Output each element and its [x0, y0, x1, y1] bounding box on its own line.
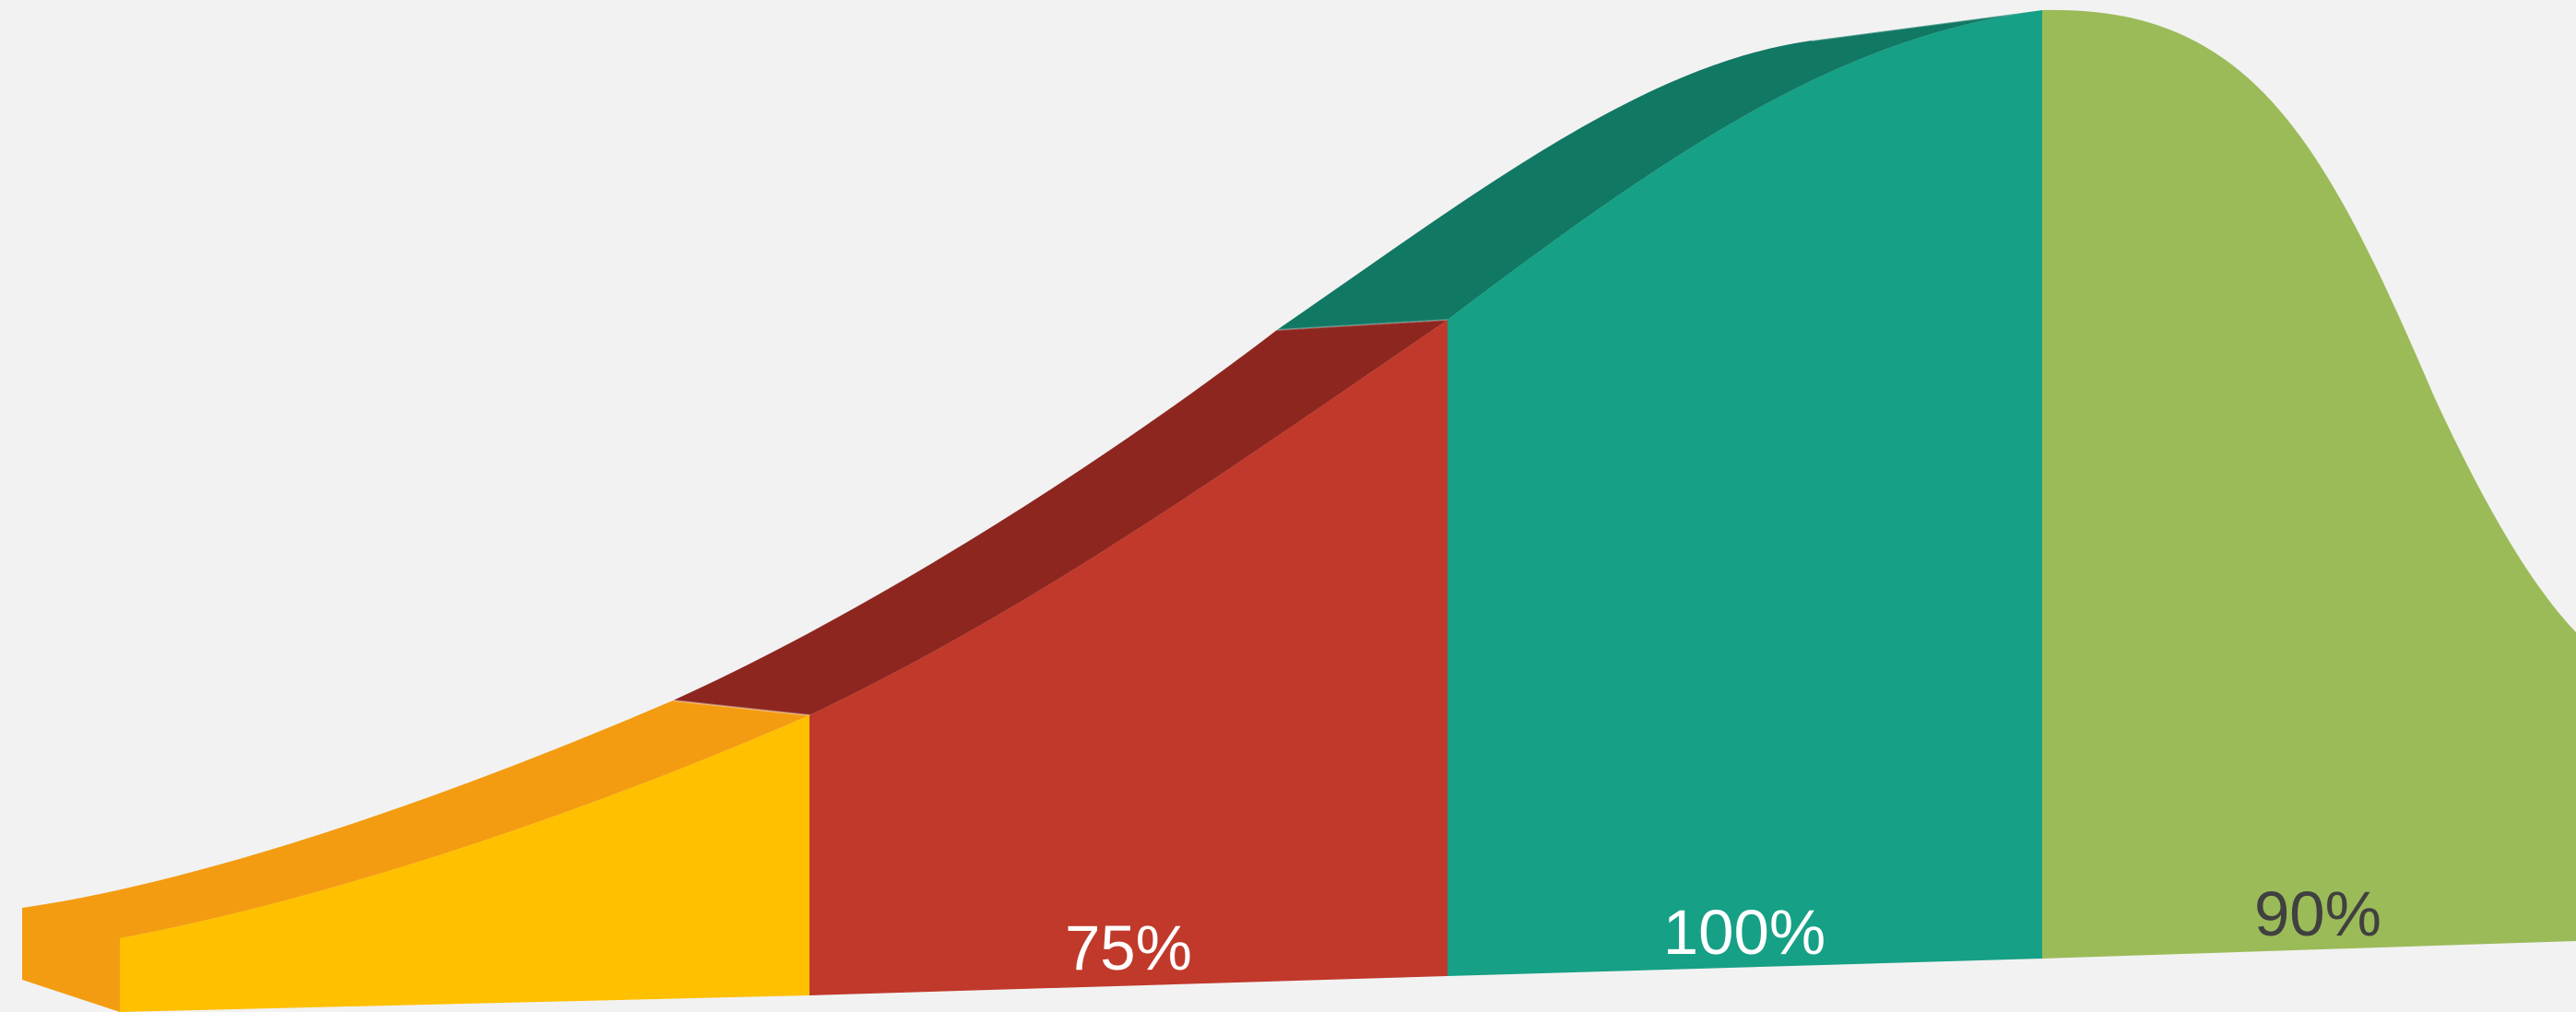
segment-labels: 75% 100% 90%: [1065, 878, 2381, 983]
ribbon-segment-3: [1448, 10, 2042, 976]
ribbon-depth-2: [673, 320, 1448, 715]
segment-label-2: 75%: [1065, 912, 1192, 983]
ribbon-segment-1: [120, 715, 809, 1012]
segment-label-4: 90%: [2254, 878, 2381, 949]
segment-label-3: 100%: [1663, 897, 1826, 968]
ribbon-front-layer: [120, 9, 2576, 1012]
ribbon-depth-1: [22, 700, 809, 1012]
ribbon-segment-4: [2042, 9, 2576, 959]
ribbon-segment-2: [809, 320, 1448, 995]
ribbon-depth-3: [1277, 10, 2042, 330]
ridge-edge-3: [1811, 9, 2043, 41]
ridge-edge-2: [1276, 319, 1448, 331]
